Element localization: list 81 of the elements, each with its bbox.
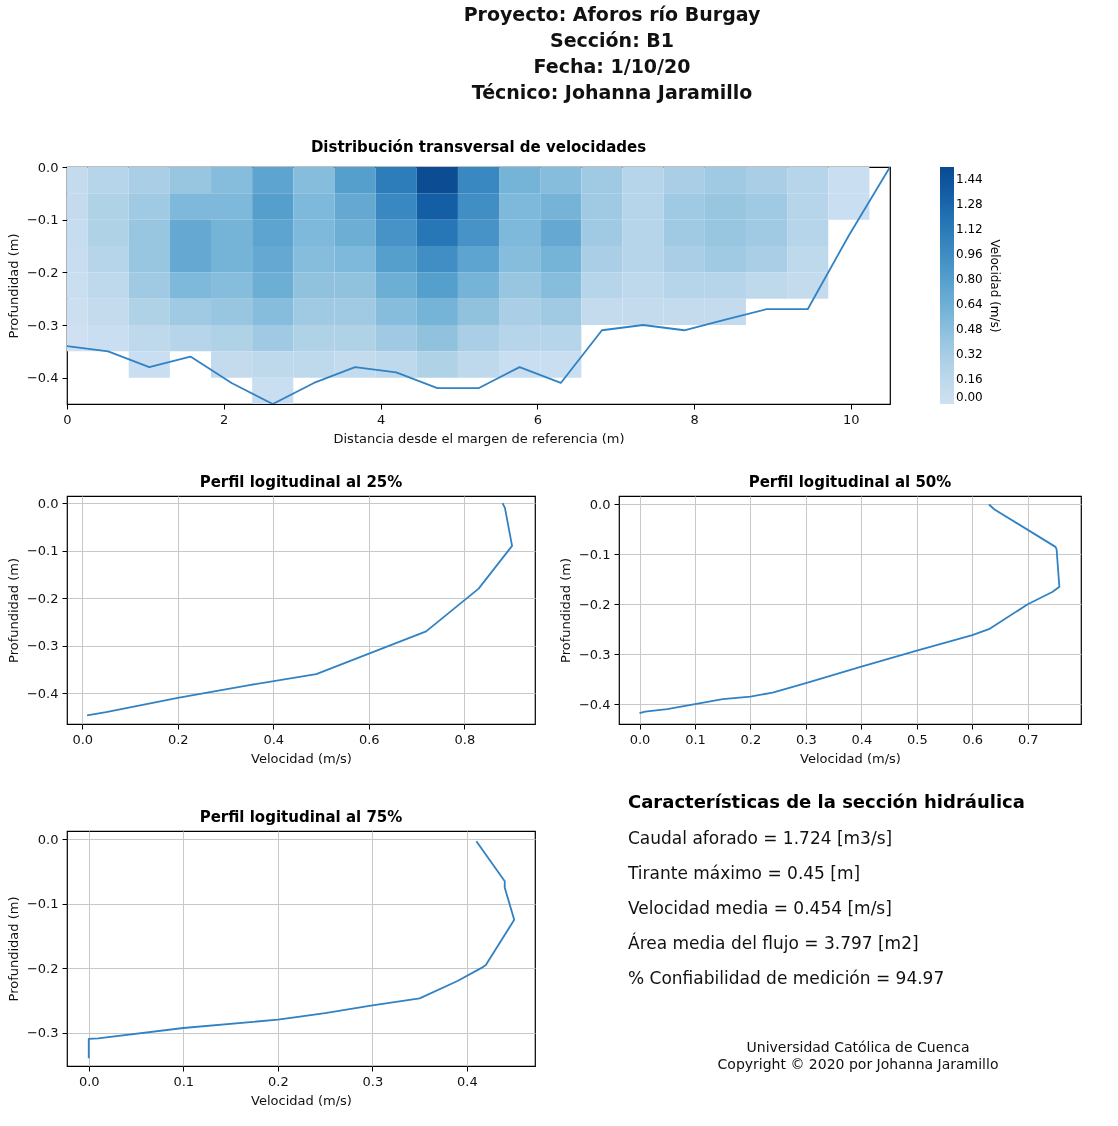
color-bar-label: 1.44 — [956, 172, 983, 187]
y-tick-label: −0.3 — [26, 1025, 59, 1041]
text: Caudal aforado = 1.724 [m3/s] — [628, 828, 893, 848]
text: Área media del flujo = 3.797 [m2] — [628, 932, 919, 953]
y-tick-label: 0.0 — [37, 831, 59, 847]
x-tick-label: 8 — [690, 411, 699, 427]
y-tick-label: −0.3 — [578, 646, 611, 662]
y-axis-title: Profundidad (m) — [557, 558, 573, 663]
line-series — [87, 840, 516, 1060]
text: Fecha: 1/10/20 — [533, 55, 691, 77]
color-bar-label: 1.12 — [956, 222, 983, 237]
y-axis-title: Profundidad (m) — [5, 896, 21, 1002]
chart-title: Perfil logitudinal al 50% — [748, 473, 952, 491]
text: % Confiabilidad de medición = 94.97 — [628, 968, 945, 988]
color-bar-label: 0.16 — [956, 372, 983, 387]
x-tick-label: 6 — [533, 411, 542, 427]
y-tick-label: −0.1 — [26, 896, 59, 912]
x-tick-label: 0.4 — [263, 731, 285, 747]
y-tick-label: 0.0 — [37, 495, 59, 511]
x-axis-title: Velocidad (m/s) — [251, 1092, 352, 1108]
y-tick-label: −0.3 — [26, 317, 59, 333]
text: Copyright © 2020 por Johanna Jaramillo — [717, 1056, 999, 1072]
color-bar-label: 0.32 — [956, 347, 983, 362]
text: Proyecto: Aforos río Burgay — [463, 3, 761, 25]
y-axis-title: Profundidad (m) — [5, 558, 21, 663]
color-bar-title: Velocidad (m/s) — [988, 239, 1002, 333]
color-bar-label: 0.80 — [956, 272, 983, 287]
x-tick-label: 4 — [376, 411, 386, 427]
y-tick-label: −0.1 — [26, 212, 59, 228]
y-tick-label: −0.4 — [578, 696, 611, 712]
y-axis-title: Profundidad (m) — [5, 233, 21, 339]
text: Sección: B1 — [549, 29, 675, 51]
color-bar-label: 1.28 — [956, 197, 983, 212]
color-bar-label: 0.64 — [956, 297, 983, 312]
x-tick-label: 0.3 — [362, 1073, 384, 1089]
text: Tirante máximo = 0.45 [m] — [627, 863, 861, 883]
x-axis-title: Distancia desde el margen de referencia (m) — [333, 430, 625, 446]
color-bar-label: 0.48 — [956, 322, 983, 337]
x-axis-title: Velocidad (m/s) — [251, 750, 352, 766]
text: Técnico: Johanna Jaramillo — [471, 81, 753, 103]
text: Características de la sección hidráulica — [628, 791, 1025, 812]
chart-title: Distribución transversal de velocidades — [310, 138, 647, 156]
x-tick-label: 0.7 — [1017, 731, 1039, 747]
chart-title: Perfil logitudinal al 75% — [199, 808, 403, 826]
color-bar-label: 0.96 — [956, 247, 983, 262]
x-tick-label: 0.2 — [267, 1073, 289, 1089]
x-tick-label: 0.8 — [454, 731, 476, 747]
x-tick-label: 0.0 — [78, 1073, 100, 1089]
x-tick-label: 0.0 — [629, 731, 651, 747]
x-tick-label: 2 — [220, 411, 229, 427]
y-tick-label: −0.1 — [578, 546, 611, 562]
color-bar-label: 0.00 — [956, 390, 983, 404]
x-tick-label: 0.6 — [358, 731, 380, 747]
x-tick-label: 0.1 — [173, 1073, 195, 1089]
y-tick-label: −0.1 — [26, 543, 59, 559]
line-series — [638, 503, 1061, 714]
x-tick-label: 0 — [63, 411, 72, 427]
x-tick-label: 0.4 — [457, 1073, 478, 1089]
x-tick-label: 0.3 — [796, 731, 817, 747]
x-tick-label: 0.1 — [685, 731, 706, 747]
y-tick-label: −0.3 — [26, 638, 59, 654]
y-tick-label: −0.4 — [26, 370, 59, 386]
y-tick-label: 0.0 — [589, 496, 611, 512]
x-tick-label: 0.4 — [851, 731, 873, 747]
x-tick-label: 0.0 — [72, 731, 94, 747]
y-tick-label: −0.2 — [26, 264, 59, 280]
y-tick-label: −0.2 — [578, 596, 611, 612]
x-tick-label: 0.2 — [167, 731, 189, 747]
y-tick-label: −0.2 — [26, 590, 59, 606]
y-tick-label: −0.4 — [26, 685, 59, 701]
x-tick-label: 10 — [843, 411, 860, 427]
y-tick-label: 0.0 — [37, 159, 59, 175]
chart-title: Perfil logitudinal al 25% — [199, 473, 403, 491]
x-tick-label: 0.6 — [962, 731, 984, 747]
x-tick-label: 0.5 — [906, 731, 928, 747]
text: Velocidad media = 0.454 [m/s] — [628, 898, 892, 918]
text: Universidad Católica de Cuenca — [746, 1039, 970, 1055]
y-tick-label: −0.2 — [26, 960, 59, 976]
x-axis-title: Velocidad (m/s) — [800, 750, 901, 766]
line-series — [86, 502, 513, 717]
x-tick-label: 0.2 — [740, 731, 762, 747]
